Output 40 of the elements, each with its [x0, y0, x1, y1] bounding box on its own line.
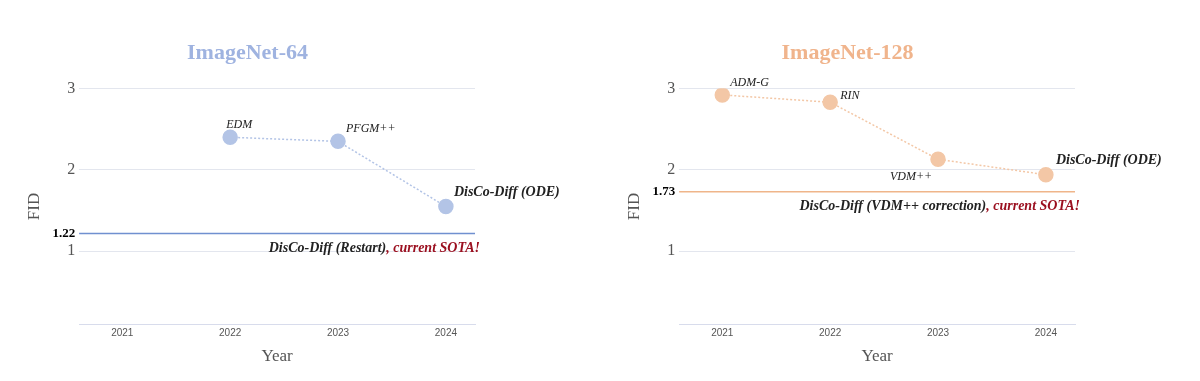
annotation: PFGM++: [345, 121, 396, 136]
y-tick-label: 1.22: [52, 224, 76, 240]
x-tick-label: 2021: [711, 327, 734, 339]
x-tick-label: 2024: [434, 327, 458, 339]
point: [822, 94, 838, 110]
y-tick-label: 1.73: [652, 183, 676, 199]
annotation: ADM-G: [729, 75, 770, 90]
y-axis-title: FID: [23, 192, 43, 221]
y-tick-label: 1: [667, 241, 676, 259]
ref-line-label: DisCo-Diff (Restart): [267, 239, 387, 256]
x-tick-label: 2022: [219, 327, 242, 339]
point: [714, 88, 731, 103]
annotation: , current SOTA!: [385, 239, 480, 255]
x-tick-label: 2023: [326, 327, 350, 339]
x-axis-title: Year: [861, 346, 894, 366]
annotation: DisCo-Diff (ODE): [452, 184, 560, 201]
x-tick-label: 2022: [819, 327, 842, 339]
y-tick-label: 2: [67, 160, 76, 178]
point: [222, 129, 238, 146]
x-tick-label: 2023: [926, 327, 950, 339]
x-axis-title: Year: [261, 346, 294, 366]
point: [930, 151, 946, 168]
chart-title: ImageNet-64: [187, 38, 308, 64]
annotation: VDM++: [890, 169, 933, 184]
point: [330, 133, 346, 150]
y-tick-label: 2: [667, 160, 676, 178]
x-tick-label: 2024: [1034, 327, 1058, 339]
point: [1038, 166, 1054, 183]
annotation: , current SOTA!: [985, 198, 1080, 214]
y-tick-label: 1: [67, 241, 76, 259]
y-axis-title: FID: [623, 192, 643, 221]
y-tick-label: 3: [67, 78, 76, 96]
annotation: EDM: [225, 117, 254, 132]
point: [438, 198, 454, 215]
x-tick-label: 2021: [111, 327, 134, 339]
annotation: DisCo-Diff (ODE): [1054, 152, 1162, 169]
ref-line-label: DisCo-Diff (VDM++ correction): [798, 198, 987, 215]
annotation: RIN: [839, 88, 861, 103]
y-tick-label: 3: [667, 78, 676, 96]
chart-title: ImageNet-128: [781, 38, 914, 64]
